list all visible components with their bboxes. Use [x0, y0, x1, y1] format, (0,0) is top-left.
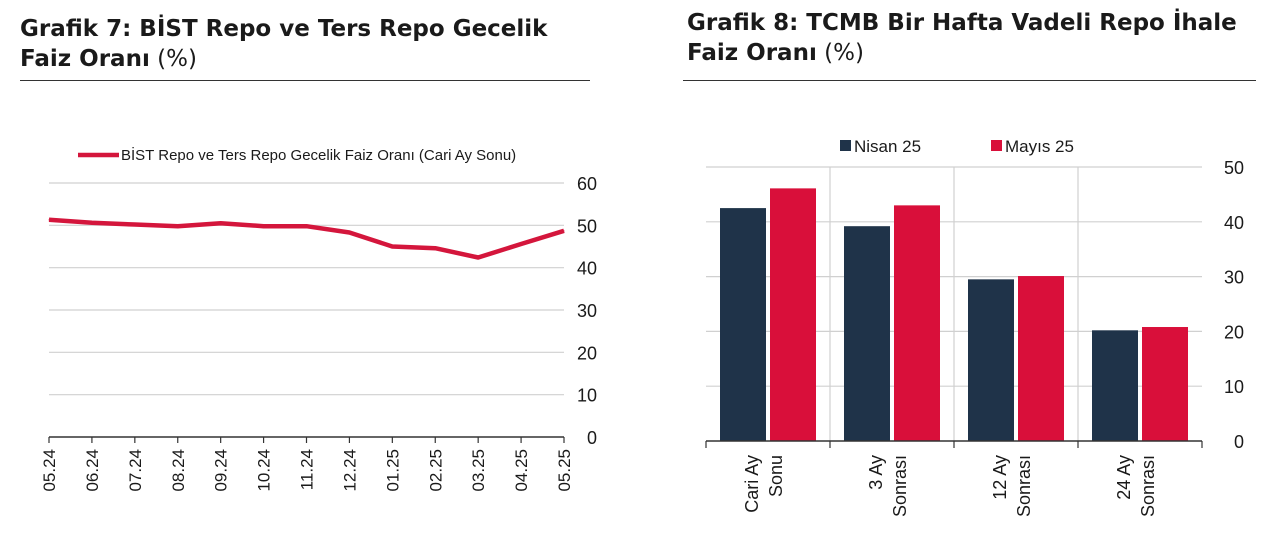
left-data-point [48, 219, 50, 221]
left-xtick-label: 04.25 [512, 449, 531, 492]
left-xtick-label: 05.24 [40, 449, 59, 492]
right-legend-label: Nisan 25 [854, 137, 921, 156]
left-data-point [563, 230, 565, 232]
left-data-point [391, 246, 393, 247]
right-category-label: 24 Ay [1114, 455, 1134, 500]
right-title-rule [683, 80, 1256, 81]
left-ytick-label: 30 [577, 301, 597, 321]
left-legend-label: BİST Repo ve Ters Repo Gecelik Faiz Oran… [121, 146, 516, 164]
right-bar-mayis [1018, 276, 1064, 441]
left-data-point [263, 225, 265, 227]
left-xtick-label: 02.25 [426, 449, 445, 492]
left-xtick-label: 11.24 [298, 449, 317, 490]
left-chart-title: Grafik 7: BİST Repo ve Ters Repo Gecelik… [20, 14, 590, 74]
left-xtick-label: 10.24 [255, 449, 274, 492]
left-ytick-label: 20 [577, 343, 597, 363]
right-bar-nisan [968, 279, 1014, 441]
right-category-label: Cari Ay [742, 455, 762, 513]
left-ytick-label: 40 [577, 259, 597, 279]
right-legend-swatch [991, 140, 1002, 151]
right-chart-title-unit: (%) [824, 40, 864, 66]
left-chart-title-unit: (%) [157, 46, 197, 72]
left-data-point [477, 257, 479, 259]
right-chart-title: Grafik 8: TCMB Bir Hafta Vadeli Repo İha… [687, 8, 1247, 68]
left-data-point [91, 222, 93, 224]
left-data-point [348, 232, 350, 234]
left-xtick-label: 01.25 [383, 449, 402, 492]
right-category-label: 12 Ay [990, 455, 1010, 500]
right-bar-nisan [844, 226, 890, 441]
left-title-rule [20, 80, 590, 81]
right-ytick-label: 30 [1224, 268, 1244, 288]
left-xtick-label: 08.24 [169, 449, 188, 492]
right-ytick-label: 50 [1224, 158, 1244, 178]
right-bar-mayis [770, 188, 816, 441]
right-ytick-label: 40 [1224, 213, 1244, 233]
right-bar-nisan [720, 208, 766, 441]
left-xtick-label: 05.25 [555, 449, 574, 492]
right-bar-mayis [894, 205, 940, 441]
left-ytick-label: 50 [577, 216, 597, 236]
right-bar-nisan [1092, 330, 1138, 441]
right-ytick-label: 20 [1224, 322, 1244, 342]
left-data-point [220, 222, 222, 224]
right-category-label: Sonu [766, 455, 786, 497]
right-legend-swatch [840, 140, 851, 151]
right-legend-label: Mayıs 25 [1005, 137, 1074, 156]
right-chart-title-text: Grafik 8: TCMB Bir Hafta Vadeli Repo İha… [687, 10, 1237, 66]
left-data-point [434, 247, 436, 249]
right-bar-mayis [1142, 327, 1188, 441]
left-data-point [306, 225, 307, 227]
left-xtick-label: 09.24 [212, 449, 231, 492]
left-ytick-label: 10 [577, 386, 597, 406]
right-ytick-label: 10 [1224, 377, 1244, 397]
left-ytick-label: 0 [587, 428, 597, 448]
left-ytick-label: 60 [577, 174, 597, 194]
left-data-point [134, 223, 136, 225]
right-category-label: Sonrası [1014, 455, 1034, 517]
right-ytick-label: 0 [1234, 432, 1244, 452]
left-data-point [177, 225, 179, 227]
left-xtick-label: 06.24 [83, 449, 102, 492]
right-category-label: Sonrası [890, 455, 910, 517]
left-xtick-label: 03.25 [469, 449, 488, 492]
right-category-label: Sonrası [1138, 455, 1158, 517]
left-xtick-label: 12.24 [340, 449, 359, 492]
left-chart-title-text: Grafik 7: BİST Repo ve Ters Repo Gecelik… [20, 16, 548, 72]
right-category-label: 3 Ay [866, 455, 886, 490]
left-data-point [520, 243, 522, 245]
left-xtick-label: 07.24 [126, 449, 145, 492]
